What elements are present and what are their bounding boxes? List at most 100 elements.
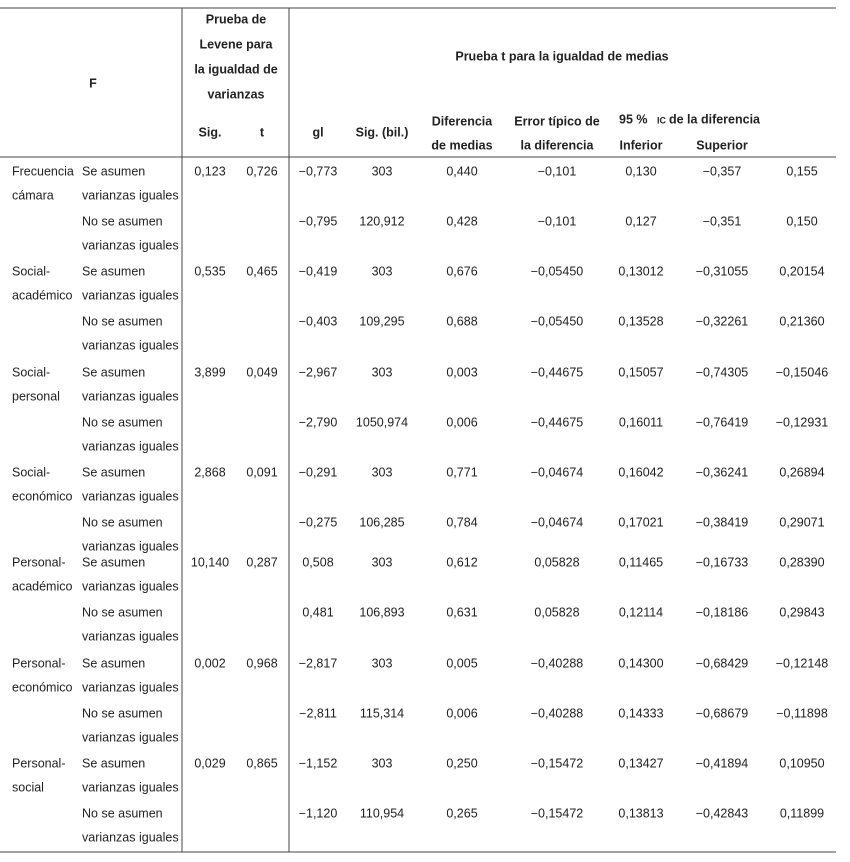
cell: −2,811: [299, 706, 337, 720]
header-diff: Diferencia: [432, 114, 493, 128]
cell: 0,428: [446, 214, 477, 228]
condition: Se asumen: [82, 656, 145, 670]
condition: varianzas iguales: [82, 389, 179, 403]
cell: 0,13528: [618, 314, 663, 328]
cell: 0,15057: [618, 365, 663, 379]
cell: 0,865: [246, 756, 277, 770]
cell: 0,150: [786, 214, 817, 228]
condition: Se asumen: [82, 756, 145, 770]
header-sig: Sig.: [199, 125, 222, 139]
group-label: personal: [12, 389, 60, 403]
cell: 0,29071: [779, 515, 824, 529]
cell: −2,967: [299, 365, 338, 379]
cell: 0,28390: [779, 555, 824, 569]
cell: 303: [372, 365, 393, 379]
group-label: académico: [12, 288, 72, 302]
header-diff: de medias: [431, 138, 492, 152]
cell: 0,688: [446, 314, 477, 328]
cell: 0,11465: [619, 555, 663, 569]
cell: −0,36241: [696, 465, 749, 479]
cell: −0,44675: [531, 415, 584, 429]
header-ttest: Prueba t para la igualdad de medias: [455, 49, 668, 63]
condition: Se asumen: [82, 465, 145, 479]
cell: 0,12114: [619, 605, 663, 619]
cell: −0,291: [299, 465, 338, 479]
condition: varianzas iguales: [82, 680, 179, 694]
cell: −0,40288: [531, 706, 584, 720]
group-label: Social-: [12, 465, 50, 479]
cell: 3,899: [194, 365, 225, 379]
cell: −0,419: [299, 264, 338, 278]
cell: −0,38419: [696, 515, 749, 529]
cell: −0,74305: [696, 365, 749, 379]
cell: 0,127: [625, 214, 656, 228]
header-levene: Prueba de: [206, 12, 266, 26]
cell: 0,29843: [779, 605, 824, 619]
header-ci: 95 %: [619, 112, 648, 126]
condition: varianzas iguales: [82, 780, 179, 794]
cell: 0,05828: [534, 555, 579, 569]
header-lower: Inferior: [619, 138, 662, 152]
cell: 0,13427: [618, 756, 663, 770]
cell: 0,771: [446, 465, 477, 479]
cell: −0,12931: [776, 415, 829, 429]
cell: 0,440: [446, 164, 477, 178]
cell: 2,868: [194, 465, 225, 479]
cell: 303: [372, 555, 393, 569]
cell: 0,091: [246, 465, 277, 479]
cell: −0,773: [299, 164, 338, 178]
cell: −2,790: [299, 415, 338, 429]
header-error: Error típico de: [514, 114, 599, 128]
cell: −0,101: [538, 164, 577, 178]
cell: 0,265: [446, 806, 477, 820]
header-upper: Superior: [696, 138, 748, 152]
cell: −0,40288: [531, 656, 584, 670]
cell: −2,817: [299, 656, 338, 670]
condition: No se asumen: [82, 415, 163, 429]
cell: 1050,974: [356, 415, 408, 429]
condition: Se asumen: [82, 555, 145, 569]
group-label: Personal-: [12, 756, 66, 770]
group-label: académico: [12, 579, 72, 593]
condition: varianzas iguales: [82, 579, 179, 593]
cell: −0,275: [299, 515, 338, 529]
cell: −0,351: [703, 214, 742, 228]
cell: 0,250: [446, 756, 477, 770]
cell: 0,465: [246, 264, 277, 278]
cell: −0,15472: [531, 806, 584, 820]
condition: Se asumen: [82, 264, 145, 278]
cell: 0,287: [246, 555, 277, 569]
cell: 0,002: [194, 656, 225, 670]
condition: Se asumen: [82, 365, 145, 379]
cell: 0,17021: [618, 515, 663, 529]
condition: varianzas iguales: [82, 439, 179, 453]
condition: varianzas iguales: [82, 188, 179, 202]
header-ci: de la diferencia: [669, 112, 761, 126]
group-label: social: [12, 780, 44, 794]
group-label: Personal-: [12, 555, 66, 569]
header-gl: gl: [312, 125, 323, 139]
cell: −0,44675: [531, 365, 584, 379]
cell: 0,481: [302, 605, 333, 619]
header-levene: varianzas: [208, 87, 265, 101]
cell: 0,14333: [618, 706, 663, 720]
header-levene: Levene para: [200, 37, 274, 51]
cell: 0,13012: [618, 264, 663, 278]
group-label: Frecuencia: [12, 164, 74, 178]
cell: 10,140: [191, 555, 229, 569]
cell: 0,21360: [779, 314, 824, 328]
cell: 0,049: [246, 365, 277, 379]
cell: −0,12148: [776, 656, 829, 670]
cell: 0,029: [194, 756, 225, 770]
cell: −0,04674: [531, 465, 584, 479]
header-sig-bil: Sig. (bil.): [356, 125, 409, 139]
cell: 0,20154: [779, 264, 824, 278]
cell: −0,05450: [531, 314, 584, 328]
cell: 303: [372, 264, 393, 278]
cell: 0,006: [446, 415, 477, 429]
cell: 0,631: [446, 605, 477, 619]
cell: −1,152: [299, 756, 338, 770]
cell: 0,10950: [779, 756, 824, 770]
condition: No se asumen: [82, 314, 163, 328]
